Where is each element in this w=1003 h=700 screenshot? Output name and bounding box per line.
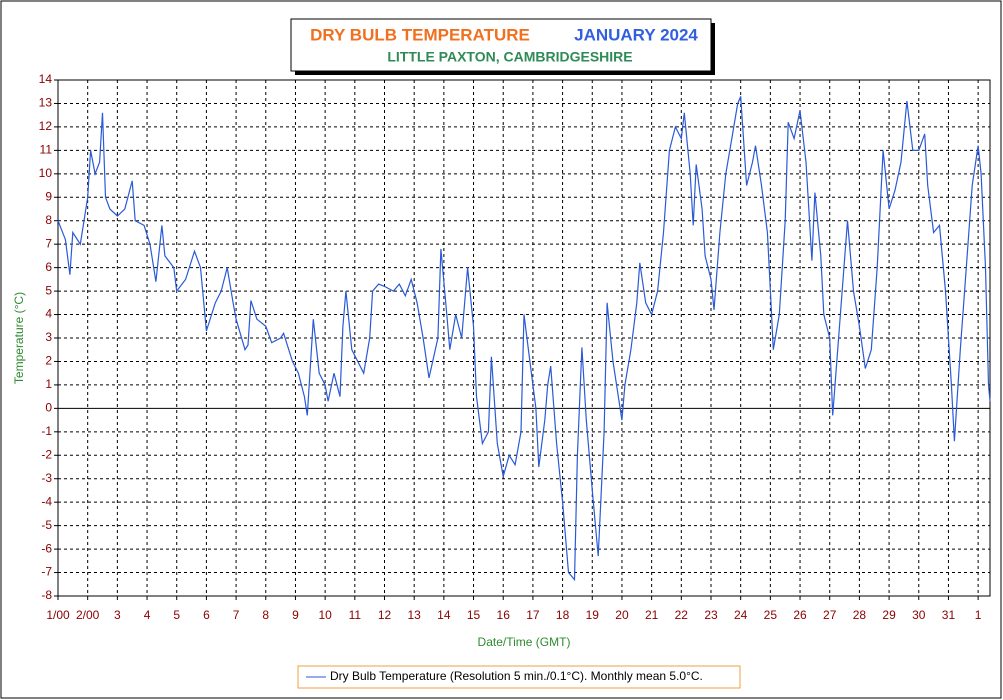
- data-line: [57, 96, 991, 582]
- y-tick-label: -3: [41, 471, 52, 485]
- y-tick-label: 13: [39, 96, 53, 110]
- x-axis-label: Date/Time (GMT): [478, 635, 571, 649]
- x-tick-label: 11: [349, 608, 362, 622]
- y-tick-label: 6: [45, 260, 52, 274]
- y-tick-label: -6: [41, 541, 52, 555]
- x-tick-label: 6: [203, 608, 210, 622]
- x-tick-label: 17: [526, 608, 540, 622]
- x-tick-label: 25: [764, 608, 778, 622]
- title-box: [290, 18, 712, 72]
- y-tick-label: 11: [40, 143, 53, 157]
- x-tick-label: 8: [262, 608, 269, 622]
- y-tick-label: 7: [45, 236, 52, 250]
- x-tick-label: 28: [853, 608, 867, 622]
- x-tick-label: 22: [675, 608, 689, 622]
- x-tick-label: 1: [975, 608, 982, 622]
- legend-box: [297, 665, 741, 689]
- y-tick-label: -4: [41, 494, 52, 508]
- x-tick-label: 9: [292, 608, 299, 622]
- x-tick-label: 20: [615, 608, 629, 622]
- chart-subtitle: LITTLE PAXTON, CAMBRIDGESHIRE: [387, 49, 632, 65]
- x-tick-label: 3: [114, 608, 121, 622]
- y-tick-label: 5: [45, 283, 52, 297]
- x-tick-label: 18: [556, 608, 570, 622]
- x-tick-label: 21: [645, 608, 659, 622]
- y-tick-label: 2: [45, 354, 52, 368]
- y-tick-label: 0: [45, 401, 52, 415]
- y-tick-label: 9: [45, 189, 52, 203]
- y-tick-label: 12: [39, 119, 53, 133]
- x-tick-label: 15: [467, 608, 481, 622]
- y-axis-label: Temperature (°C): [12, 292, 26, 384]
- y-tick-label: -1: [41, 424, 52, 438]
- x-tick-label: 1/00: [46, 608, 70, 622]
- y-tick-label: 3: [45, 330, 52, 344]
- x-tick-label: 13: [407, 608, 421, 622]
- x-tick-label: 24: [734, 608, 748, 622]
- x-tick-label: 2/00: [76, 608, 100, 622]
- y-tick-label: -7: [41, 565, 52, 579]
- y-tick-label: 1: [45, 377, 52, 391]
- chart-period: JANUARY 2024: [574, 25, 698, 44]
- y-tick-label: -2: [41, 447, 52, 461]
- x-tick-label: 4: [144, 608, 151, 622]
- legend-label: Dry Bulb Temperature (Resolution 5 min./…: [330, 669, 703, 683]
- x-tick-label: 31: [942, 608, 956, 622]
- y-tick-label: 8: [45, 213, 52, 227]
- x-tick-label: 29: [882, 608, 896, 622]
- x-tick-label: 27: [823, 608, 837, 622]
- x-tick-label: 26: [793, 608, 807, 622]
- y-tick-label: 4: [45, 307, 52, 321]
- chart-title: DRY BULB TEMPERATURE: [310, 25, 530, 44]
- y-tick-label: 14: [39, 72, 53, 86]
- x-tick-label: 10: [318, 608, 332, 622]
- x-tick-label: 30: [912, 608, 926, 622]
- x-tick-label: 5: [173, 608, 180, 622]
- x-tick-label: 19: [586, 608, 600, 622]
- y-tick-label: 10: [39, 166, 53, 180]
- y-tick-label: -5: [41, 518, 52, 532]
- x-tick-label: 16: [497, 608, 511, 622]
- x-tick-label: 23: [704, 608, 718, 622]
- y-tick-label: -8: [41, 588, 52, 602]
- x-tick-label: 7: [233, 608, 240, 622]
- x-tick-label: 14: [437, 608, 451, 622]
- x-tick-label: 12: [378, 608, 392, 622]
